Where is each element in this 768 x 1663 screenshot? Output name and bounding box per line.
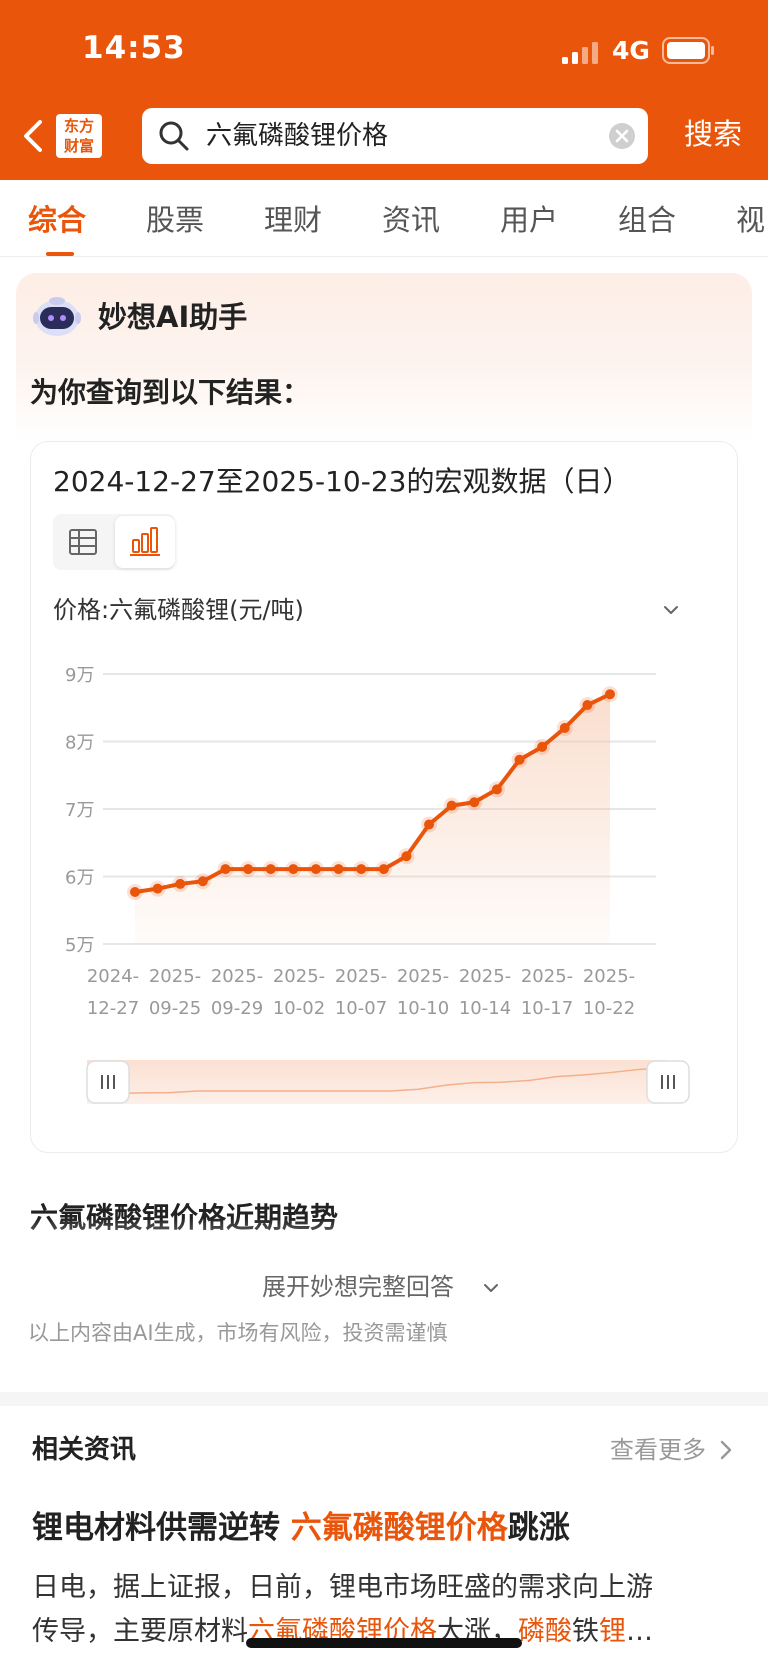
tab-portfolios[interactable]: 组合 xyxy=(618,203,677,237)
data-point xyxy=(537,741,548,752)
y-tick-label: 8万 xyxy=(65,733,94,754)
y-tick-label: 7万 xyxy=(65,800,94,821)
search-input[interactable]: 六氟磷酸锂价格 xyxy=(142,108,648,164)
x-tick-label: 2025- xyxy=(273,966,325,987)
range-handle-left[interactable] xyxy=(86,1060,130,1104)
x-tick-label: 2025- xyxy=(521,966,573,987)
x-tick-label: 2025- xyxy=(211,966,263,987)
signal-icon xyxy=(562,42,598,64)
x-tick-label: 2025- xyxy=(149,966,201,987)
content-fade xyxy=(16,1218,752,1278)
eastmoney-logo: 东方 财富 xyxy=(56,114,102,158)
data-point xyxy=(378,864,389,875)
data-point xyxy=(265,864,276,875)
back-arrow-icon[interactable] xyxy=(18,116,48,156)
data-point xyxy=(559,723,570,733)
x-tick-label: 12-27 xyxy=(87,998,139,1019)
tab-news[interactable]: 资讯 xyxy=(382,203,441,237)
x-tick-label: 2025- xyxy=(459,966,511,987)
x-tick-label: 2024- xyxy=(87,966,139,987)
x-tick-label: 10-07 xyxy=(335,998,387,1019)
macro-data-chart-card: 2024-12-27至2025-10-23的宏观数据（日） 价格 xyxy=(30,441,738,1153)
home-indicator xyxy=(246,1638,522,1648)
tab-stocks[interactable]: 股票 xyxy=(146,203,205,237)
x-tick-label: 10-02 xyxy=(273,998,325,1019)
data-point xyxy=(220,864,231,875)
y-tick-label: 5万 xyxy=(65,935,94,956)
clear-icon[interactable] xyxy=(608,122,636,150)
x-tick-label: 2025- xyxy=(335,966,387,987)
data-point xyxy=(514,754,525,765)
data-point xyxy=(243,864,254,875)
y-tick-label: 6万 xyxy=(65,868,94,889)
x-tick-label: 09-29 xyxy=(211,998,263,1019)
data-point xyxy=(491,784,502,795)
bar-chart-icon xyxy=(130,527,160,556)
x-tick-label: 10-17 xyxy=(521,998,573,1019)
data-point xyxy=(446,800,457,811)
ai-robot-icon xyxy=(33,297,81,336)
expand-answer-button[interactable]: 展开妙想完整回答 xyxy=(262,1273,454,1301)
data-point xyxy=(469,797,480,808)
data-point xyxy=(130,887,140,898)
chevron-down-icon[interactable] xyxy=(482,1279,500,1297)
data-point xyxy=(401,851,412,862)
result-intro: 为你查询到以下结果： xyxy=(30,376,311,409)
data-point xyxy=(424,819,435,830)
status-bar: 14:53 4G xyxy=(0,0,768,100)
range-navigator xyxy=(87,1060,667,1104)
series-line xyxy=(134,692,611,895)
search-query-text[interactable]: 六氟磷酸锂价格 xyxy=(206,121,389,151)
tab-wealth[interactable]: 理财 xyxy=(264,203,323,237)
ai-disclaimer: 以上内容由AI生成，市场有风险，投资需谨慎 xyxy=(28,1321,448,1345)
search-icon xyxy=(159,121,189,151)
table-view-button[interactable] xyxy=(53,514,113,570)
x-tick-label: 10-14 xyxy=(459,998,511,1019)
chevron-down-icon[interactable] xyxy=(661,600,681,620)
battery-icon xyxy=(662,37,714,64)
x-tick-label: 10-22 xyxy=(583,998,635,1019)
status-time: 14:53 xyxy=(82,30,186,66)
chevron-right-icon[interactable] xyxy=(718,1438,734,1462)
data-point xyxy=(152,883,163,894)
related-news-heading: 相关资讯 xyxy=(32,1435,137,1465)
chart-title: 2024-12-27至2025-10-23的宏观数据（日） xyxy=(53,465,631,498)
section-divider xyxy=(0,1392,768,1406)
navigator-line xyxy=(86,1067,668,1095)
tab-users[interactable]: 用户 xyxy=(500,203,559,237)
x-tick-label: 2025- xyxy=(397,966,449,987)
data-point xyxy=(356,864,367,875)
data-point xyxy=(288,864,299,875)
data-point xyxy=(582,700,593,711)
data-point xyxy=(310,864,321,875)
indicator-selector[interactable]: 价格:六氟磷酸锂(元/吨) xyxy=(53,596,304,624)
range-handle-right[interactable] xyxy=(646,1060,690,1104)
chart-view-button[interactable] xyxy=(115,516,175,568)
data-point xyxy=(333,864,344,875)
x-tick-label: 10-10 xyxy=(397,998,449,1019)
network-label: 4G xyxy=(612,36,650,65)
view-toggle xyxy=(53,514,175,570)
area-fill xyxy=(135,694,610,944)
y-tick-label: 9万 xyxy=(65,665,94,686)
ai-assistant-name: 妙想AI助手 xyxy=(98,300,248,334)
price-line-chart: 9万 8万 7万 6万 5万 2024- 12-27 2025- 09-25 2025- 09-29… xyxy=(65,665,690,1104)
news-item-title[interactable]: 锂电材料供需逆转 六氟磷酸锂价格跳涨 xyxy=(32,1510,570,1546)
table-icon xyxy=(69,529,97,555)
x-tick-label: 2025- xyxy=(583,966,635,987)
tab-comprehensive[interactable]: 综合 xyxy=(28,203,87,237)
data-point xyxy=(197,876,208,887)
active-tab-indicator xyxy=(46,252,74,256)
x-tick-label: 09-25 xyxy=(149,998,201,1019)
data-point xyxy=(175,878,186,889)
tab-video[interactable]: 视 xyxy=(736,203,766,237)
category-tabs: 综合 股票 理财 资讯 用户 组合 视 xyxy=(0,180,768,257)
search-button[interactable]: 搜索 xyxy=(684,117,743,151)
ai-assistant-card: 妙想AI助手 为你查询到以下结果： 2024-12-27至2025-10-23的… xyxy=(16,273,752,1390)
see-more-link[interactable]: 查看更多 xyxy=(610,1436,706,1464)
data-point xyxy=(605,689,615,700)
